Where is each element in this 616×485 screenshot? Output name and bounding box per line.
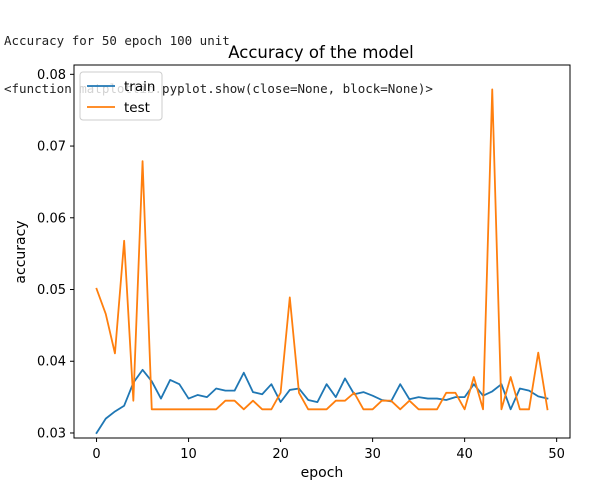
y-tick-label: 0.04 [37, 355, 66, 370]
x-tick-label: 40 [456, 447, 473, 462]
console-line-accuracy: Accuracy for 50 epoch 100 unit [4, 33, 230, 48]
y-tick-label: 0.07 [37, 140, 66, 155]
series-line-test [95, 88, 549, 411]
x-axis-label: epoch [301, 465, 344, 481]
legend: train test [79, 71, 163, 121]
y-axis-label: accuracy [13, 220, 29, 283]
x-axis: 0 10 20 30 40 50 [92, 438, 565, 462]
x-tick-label: 10 [180, 447, 197, 462]
y-tick-label: 0.03 [37, 426, 66, 441]
plot-lines [95, 88, 549, 435]
x-tick-label: 20 [272, 447, 289, 462]
y-tick-label: 0.06 [37, 211, 66, 226]
x-tick-label: 50 [548, 447, 565, 462]
series-line-train [95, 368, 549, 435]
legend-label-test: test [124, 100, 150, 116]
chart-title: Accuracy of the model [228, 43, 413, 62]
x-tick-label: 0 [92, 447, 100, 462]
legend-box [79, 71, 163, 121]
y-tick-label: 0.05 [37, 283, 66, 298]
plot-frame [73, 64, 571, 439]
y-tick-label: 0.08 [37, 68, 66, 83]
y-axis: 0.03 0.04 0.05 0.06 0.07 0.08 [37, 68, 74, 441]
x-tick-label: 30 [364, 447, 381, 462]
legend-label-train: train [124, 79, 155, 95]
